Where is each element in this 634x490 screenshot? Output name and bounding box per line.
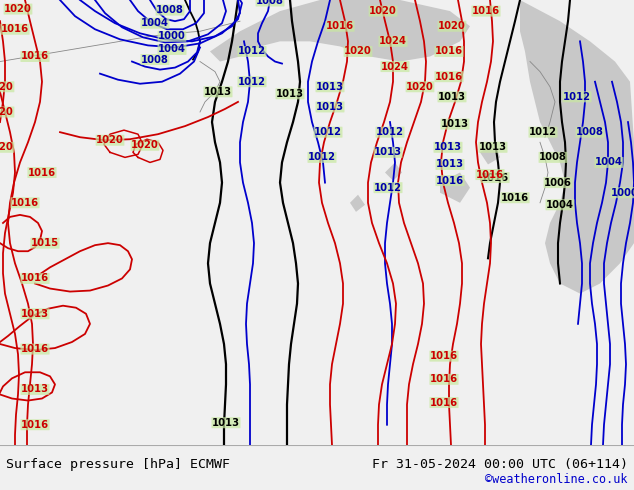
Text: 1013: 1013 xyxy=(441,119,469,129)
Text: 1012: 1012 xyxy=(529,127,557,137)
Text: 1020: 1020 xyxy=(406,82,434,92)
Text: 1016: 1016 xyxy=(472,6,500,16)
Text: 1016: 1016 xyxy=(430,374,458,384)
Text: 1004: 1004 xyxy=(595,157,623,168)
Text: 1020: 1020 xyxy=(0,142,14,152)
Text: 1016: 1016 xyxy=(481,172,509,183)
Text: 1013: 1013 xyxy=(212,417,240,428)
Text: 1016: 1016 xyxy=(21,344,49,354)
Text: 1013: 1013 xyxy=(374,147,402,157)
Text: 1016: 1016 xyxy=(21,420,49,430)
Text: 1012: 1012 xyxy=(314,127,342,137)
Text: 1013: 1013 xyxy=(316,102,344,112)
Text: 1012: 1012 xyxy=(238,77,266,87)
Text: 1013: 1013 xyxy=(479,142,507,152)
Text: 1016: 1016 xyxy=(501,193,529,203)
Text: ©weatheronline.co.uk: ©weatheronline.co.uk xyxy=(485,473,628,487)
Text: 1020: 1020 xyxy=(4,4,32,14)
Text: 1013: 1013 xyxy=(204,87,232,97)
Text: 1000: 1000 xyxy=(158,31,186,41)
Text: 1004: 1004 xyxy=(158,45,186,54)
Text: 1012: 1012 xyxy=(563,92,591,102)
Text: 1020: 1020 xyxy=(369,6,397,16)
Text: 1015: 1015 xyxy=(31,238,59,248)
Text: 1020: 1020 xyxy=(0,107,14,117)
Text: 1016: 1016 xyxy=(28,168,56,177)
Text: 1024: 1024 xyxy=(381,62,409,72)
Text: 1016: 1016 xyxy=(11,198,39,208)
Text: 1020: 1020 xyxy=(438,21,466,31)
Text: 1016: 1016 xyxy=(436,175,464,186)
Text: 1013: 1013 xyxy=(276,89,304,99)
Text: 1013: 1013 xyxy=(21,309,49,319)
Text: 1013: 1013 xyxy=(436,159,464,170)
Text: Surface pressure [hPa] ECMWF: Surface pressure [hPa] ECMWF xyxy=(6,458,230,470)
Text: 1012: 1012 xyxy=(374,183,402,193)
Text: 1008: 1008 xyxy=(576,127,604,137)
Text: 1016: 1016 xyxy=(21,273,49,283)
Text: 1008: 1008 xyxy=(156,5,184,15)
Text: 1012: 1012 xyxy=(376,127,404,137)
Text: 1020: 1020 xyxy=(0,82,14,92)
Text: 1016: 1016 xyxy=(476,170,504,179)
Text: 1008: 1008 xyxy=(141,54,169,65)
Text: 1013: 1013 xyxy=(434,142,462,152)
Text: 1006: 1006 xyxy=(544,177,572,188)
Text: 1016: 1016 xyxy=(435,72,463,82)
Text: 1016: 1016 xyxy=(435,47,463,56)
Text: 1016: 1016 xyxy=(430,397,458,408)
Text: 1016: 1016 xyxy=(430,351,458,361)
Text: Fr 31-05-2024 00:00 UTC (06+114): Fr 31-05-2024 00:00 UTC (06+114) xyxy=(372,458,628,470)
Text: 1008: 1008 xyxy=(256,0,284,6)
Text: 1012: 1012 xyxy=(238,47,266,56)
Text: 1012: 1012 xyxy=(308,152,336,162)
Text: 1016: 1016 xyxy=(326,21,354,31)
Text: 1016: 1016 xyxy=(21,51,49,62)
Text: 1020: 1020 xyxy=(96,135,124,145)
Text: 1024: 1024 xyxy=(379,36,407,47)
Text: 1013: 1013 xyxy=(316,82,344,92)
Text: 1013: 1013 xyxy=(438,92,466,102)
Text: 1004: 1004 xyxy=(141,18,169,28)
Text: 1020: 1020 xyxy=(344,47,372,56)
Text: 1016: 1016 xyxy=(1,24,29,34)
Text: 1020: 1020 xyxy=(131,140,159,150)
Text: 1004: 1004 xyxy=(546,200,574,210)
Text: 1000: 1000 xyxy=(611,188,634,197)
Text: 1008: 1008 xyxy=(539,152,567,162)
Text: 1013: 1013 xyxy=(21,385,49,394)
